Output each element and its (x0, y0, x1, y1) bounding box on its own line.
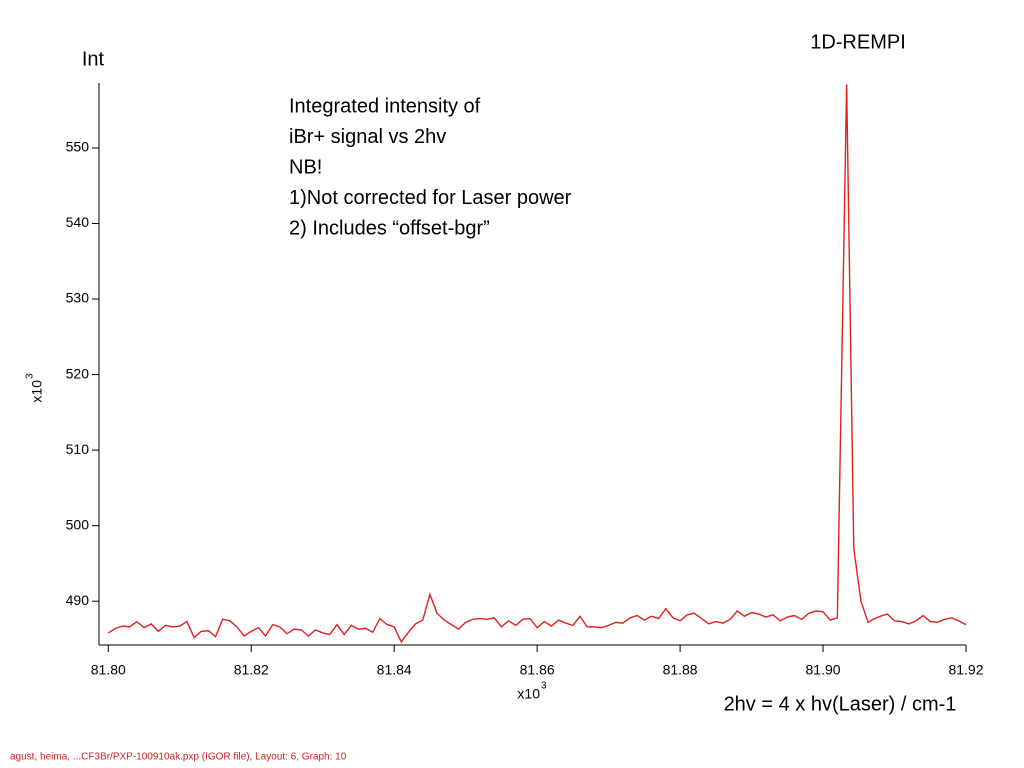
y-tick-label: 490 (66, 592, 90, 608)
y-multiplier-base: x10 (29, 380, 45, 403)
x-tick-label: 81.88 (663, 662, 698, 678)
data-line (107, 84, 967, 644)
y-multiplier-exponent: 3 (25, 373, 36, 379)
x-tick-label: 81.90 (806, 662, 841, 678)
annotation-line: 2) Includes “offset-bgr” (289, 217, 490, 239)
y-tick-label: 520 (66, 365, 90, 381)
annotation-line: NB! (289, 156, 322, 178)
y-tick-label: 530 (66, 290, 90, 306)
x-tick-label: 81.82 (234, 662, 269, 678)
y-multiplier: x10 3 (25, 373, 45, 403)
x-axis-label: 2hv = 4 x hv(Laser) / cm-1 (724, 693, 957, 715)
y-tick-label: 500 (66, 516, 90, 532)
y-axis-label: Int (82, 48, 105, 70)
x-multiplier-exponent: 3 (541, 681, 547, 692)
x-tick-label: 81.84 (377, 662, 412, 678)
chart-title: 1D-REMPI (810, 31, 906, 53)
y-tick-label: 540 (66, 214, 90, 230)
footer: agust, heima, ...CF3Br/PXP-100910ak.pxp … (10, 752, 347, 763)
y-tick-label: 550 (66, 139, 90, 155)
x-tick-label: 81.80 (91, 662, 126, 678)
annotation-line: 1)Not corrected for Laser power (289, 187, 572, 209)
x-tick-label: 81.92 (948, 662, 983, 678)
x-tick-label: 81.86 (520, 662, 555, 678)
annotation-line: Integrated intensity of (289, 95, 481, 117)
x-multiplier-base: x10 (517, 686, 540, 702)
y-tick-label: 510 (66, 441, 90, 457)
annotation-line: iBr+ signal vs 2hv (289, 126, 446, 148)
